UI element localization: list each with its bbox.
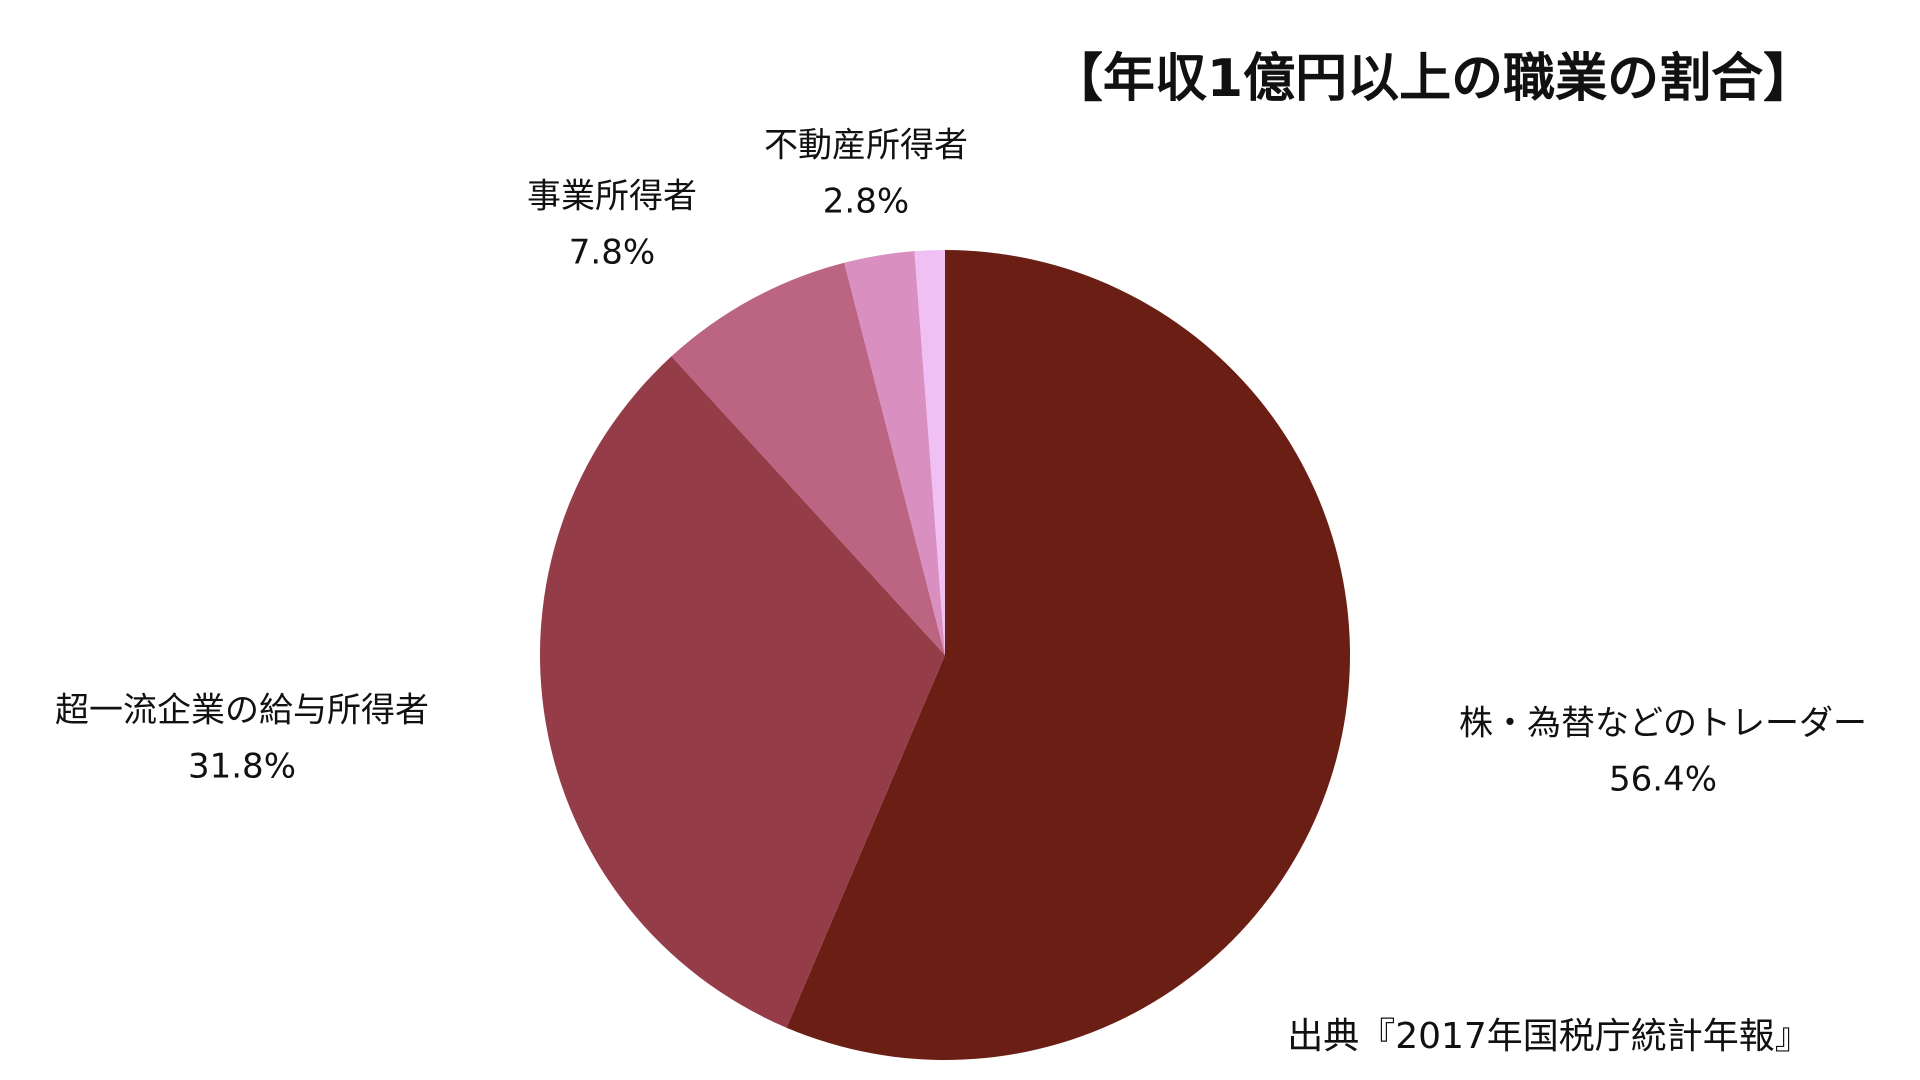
value-label: 31.8% <box>188 747 296 787</box>
slice-label: 株・為替などのトレーダー <box>1459 704 1867 744</box>
slice-label: 事業所得者 <box>527 177 697 217</box>
pie-slice <box>914 250 945 655</box>
pie-slice <box>671 262 945 655</box>
pie-slice <box>540 356 945 1028</box>
slice-label: 超一流企業の給与所得者 <box>55 691 429 731</box>
pie-slice <box>844 251 945 656</box>
source-note: 出典『2017年国税庁統計年報』 <box>1287 1016 1811 1057</box>
value-label: 7.8% <box>569 233 655 273</box>
slice-label: 不動産所得者 <box>764 126 968 166</box>
value-label: 2.8% <box>823 182 909 222</box>
pie-slice <box>786 250 1350 1061</box>
chart-title: 【年収1億円以上の職業の割合】 <box>1051 49 1815 109</box>
value-label: 56.4% <box>1609 760 1717 800</box>
